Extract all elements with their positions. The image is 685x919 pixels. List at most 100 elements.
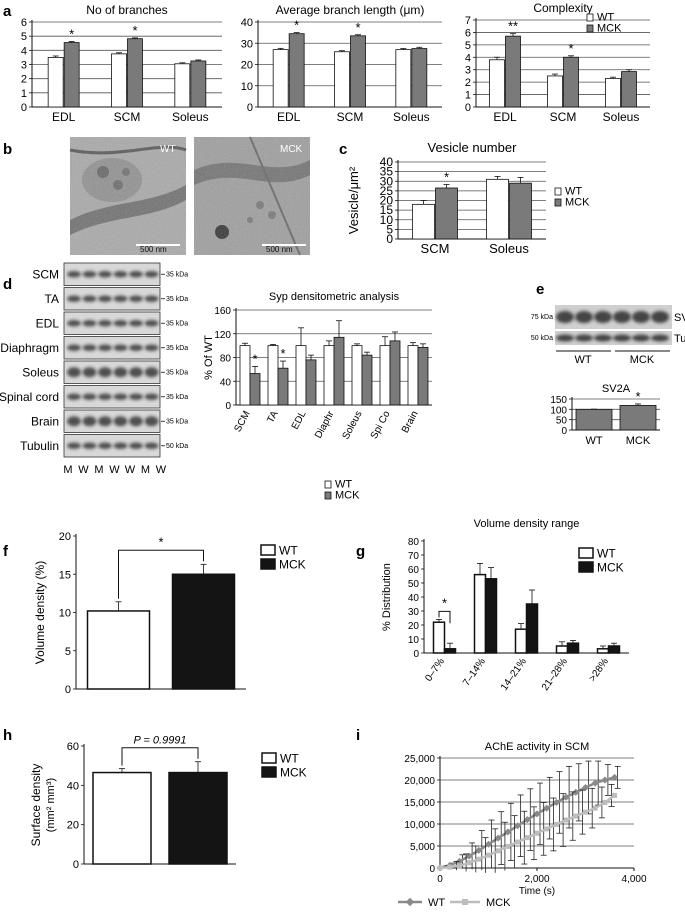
- blot-band: [651, 334, 669, 342]
- legend-swatch-wt: [261, 752, 277, 764]
- y-tick-label: 40: [67, 780, 79, 792]
- blot-band: [82, 344, 97, 351]
- data-point: [484, 840, 493, 848]
- bar-mck: [566, 642, 580, 654]
- kda-label: 35 kDa: [166, 394, 188, 401]
- data-point: [592, 805, 598, 811]
- legend-label-mck: MCK: [279, 558, 306, 572]
- y-axis-label-units: (mm² mm³): [45, 778, 57, 832]
- x-tick-label: EDL: [277, 110, 301, 124]
- significance-marker: *: [355, 20, 360, 35]
- lane-label: M: [94, 464, 103, 476]
- bar-wt: [486, 178, 509, 240]
- blot-band: [144, 367, 159, 378]
- x-tick-label: 0: [437, 874, 443, 885]
- legend-swatch-wt: [554, 187, 562, 196]
- legend-marker: [462, 899, 468, 905]
- bar-mck: [361, 354, 373, 406]
- legend-swatch-wt: [586, 13, 594, 22]
- lane-label: W: [156, 464, 167, 476]
- bar-wt: [351, 345, 363, 406]
- x-tick-label: EDL: [290, 409, 309, 432]
- legend-swatch-wt: [578, 547, 594, 559]
- significance-label: *: [442, 595, 447, 610]
- lane-label: M: [63, 464, 72, 476]
- blot-band: [144, 416, 159, 427]
- legend-label-wt: WT: [597, 547, 616, 561]
- bar-mck: [443, 648, 457, 654]
- y-tick-label: 5: [65, 646, 71, 658]
- bar-wt: [86, 610, 151, 690]
- legend-label-mck: MCK: [597, 23, 622, 35]
- blot-band: [98, 393, 112, 400]
- data-point: [553, 821, 559, 827]
- kda-label: 75 kDa: [531, 314, 553, 321]
- blot-band: [67, 416, 81, 427]
- y-tick-label: 7: [465, 15, 471, 27]
- y-tick-label: 50: [556, 416, 568, 427]
- bar-wt: [92, 771, 152, 865]
- blot-band: [632, 334, 650, 342]
- legend-swatch-mck: [554, 198, 562, 207]
- data-point: [552, 798, 560, 806]
- y-tick-label: 60: [408, 565, 420, 576]
- bar-wt: [605, 78, 621, 108]
- significance-marker: *: [568, 41, 573, 56]
- x-tick-label: Soleus: [603, 110, 640, 124]
- y-tick-label: 10: [380, 213, 394, 227]
- data-point: [523, 816, 531, 824]
- chart-title: Volume density range: [474, 518, 580, 530]
- legend-label-wt: WT: [565, 186, 582, 198]
- kda-label: 35 kDa: [166, 271, 188, 278]
- legend-label-mck: MCK: [335, 490, 360, 502]
- micrograph-mck: MCK 500 nm: [194, 136, 310, 256]
- y-tick-label: 30: [408, 607, 420, 618]
- bar-mck: [127, 38, 143, 108]
- data-point: [504, 828, 512, 836]
- x-tick-label: 21–28%: [540, 656, 570, 692]
- blot-band: [82, 393, 97, 400]
- chart-d: Syp densitometric analysis 0 40 80 120 160 % O…: [203, 291, 432, 502]
- kda-label: 35 kDa: [166, 320, 188, 327]
- bar-mck: [333, 336, 345, 406]
- y-tick-label: 20: [380, 194, 394, 208]
- bar-wt: [272, 49, 289, 108]
- legend-swatch-mck: [578, 561, 594, 573]
- y-tick-label: 15: [59, 569, 71, 581]
- data-point: [572, 788, 580, 796]
- bar-mck: [607, 645, 621, 654]
- bar-mck: [525, 603, 539, 654]
- blot-band: [144, 295, 159, 302]
- y-tick-label: 80: [220, 354, 232, 365]
- blot-band: [129, 320, 143, 327]
- x-tick-label: SCM: [421, 241, 450, 256]
- y-tick-label: 40: [408, 593, 420, 604]
- blot-band: [651, 311, 669, 323]
- bar-wt: [407, 345, 419, 406]
- x-tick-label: TA: [265, 409, 281, 425]
- y-tick-label: 30: [380, 174, 394, 188]
- blot-band: [129, 416, 143, 427]
- y-axis-label: Volume density (%): [33, 561, 47, 664]
- y-tick-label: 60: [67, 741, 79, 753]
- y-tick-label: 10,000: [404, 820, 435, 831]
- data-point: [533, 810, 541, 818]
- y-axis-label: % Of WT: [203, 335, 215, 380]
- group-label: MCK: [630, 354, 655, 366]
- legend-label-wt: WT: [280, 752, 299, 766]
- legend-label-mck: MCK: [280, 766, 307, 780]
- scale-bar-label: 500 nm: [140, 245, 167, 254]
- legend-marker: [405, 897, 415, 907]
- y-tick-label: 120: [214, 330, 231, 341]
- lane-label: M: [141, 464, 150, 476]
- bar-wt: [111, 53, 127, 108]
- y-tick-label: 0: [429, 864, 435, 875]
- blot-band: [144, 393, 159, 400]
- panel-label-a: a: [3, 3, 12, 20]
- blot-band: [632, 311, 650, 323]
- data-point: [465, 852, 473, 860]
- bar-mck: [411, 48, 428, 108]
- blot-row-label: Brain: [31, 414, 59, 428]
- scale-bar-label: 500 nm: [266, 245, 293, 254]
